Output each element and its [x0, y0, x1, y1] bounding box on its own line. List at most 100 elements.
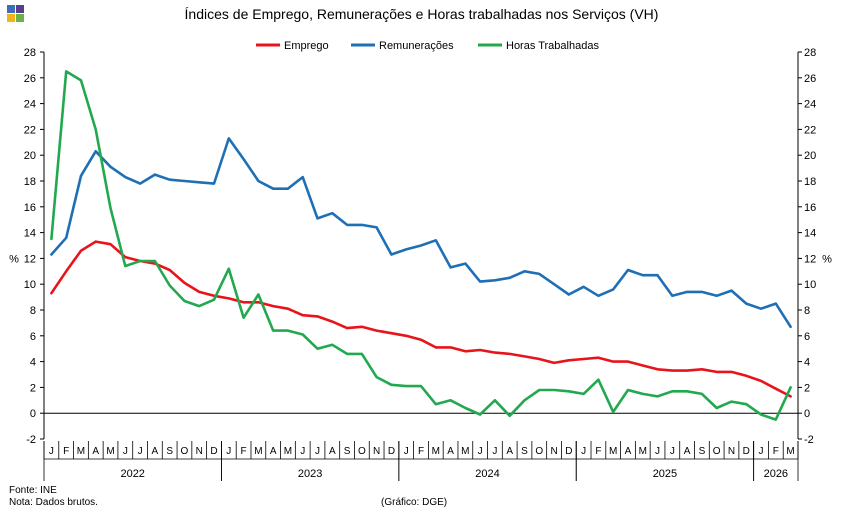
month-label: F	[63, 446, 69, 457]
month-label: M	[786, 446, 794, 457]
month-label: M	[609, 446, 617, 457]
month-label: N	[373, 446, 380, 457]
y-tick-label-left: 16	[24, 202, 36, 214]
month-label: M	[254, 446, 262, 457]
year-label: 2024	[475, 468, 499, 480]
month-label: J	[492, 446, 497, 457]
y-tick-label-right: 14	[804, 228, 816, 240]
y-axis-title-left: %	[9, 253, 19, 265]
month-label: M	[639, 446, 647, 457]
month-label: J	[581, 446, 586, 457]
y-tick-label-left: -2	[26, 434, 36, 446]
month-label: F	[241, 446, 247, 457]
logo-square-4	[16, 14, 24, 22]
month-label: A	[329, 446, 336, 457]
legend-label-remuneracoes: Remunerações	[379, 40, 454, 52]
source-note: Fonte: INE	[9, 485, 57, 496]
y-tick-label-left: 6	[30, 331, 36, 343]
y-tick-label-right: 8	[804, 305, 810, 317]
y-tick-label-left: 14	[24, 228, 36, 240]
month-label: A	[447, 446, 454, 457]
month-label: J	[49, 446, 54, 457]
month-label: A	[625, 446, 632, 457]
month-label: A	[270, 446, 277, 457]
month-label: J	[404, 446, 409, 457]
y-tick-label-right: 0	[804, 408, 810, 420]
chart-credit: (Gráfico: DGE)	[381, 497, 448, 508]
chart-title: Índices de Emprego, Remunerações e Horas…	[184, 6, 659, 22]
y-tick-label-right: 16	[804, 202, 816, 214]
y-tick-label-left: 2	[30, 382, 36, 394]
month-label: D	[743, 446, 750, 457]
y-tick-label-left: 8	[30, 305, 36, 317]
month-label: D	[565, 446, 572, 457]
y-tick-label-left: 10	[24, 279, 36, 291]
month-label: S	[344, 446, 351, 457]
legend-label-horas: Horas Trabalhadas	[506, 40, 599, 52]
logo-square-1	[7, 5, 15, 13]
month-label: S	[521, 446, 528, 457]
month-label: D	[388, 446, 395, 457]
month-label: J	[759, 446, 764, 457]
y-tick-label-left: 22	[24, 124, 36, 136]
y-tick-label-left: 18	[24, 176, 36, 188]
y-tick-label-right: 22	[804, 124, 816, 136]
year-label: 2023	[298, 468, 322, 480]
y-tick-label-right: 6	[804, 331, 810, 343]
series-line-horas	[50, 70, 792, 421]
month-label: J	[670, 446, 675, 457]
month-label: A	[684, 446, 691, 457]
month-label: O	[358, 446, 366, 457]
month-label: J	[123, 446, 128, 457]
y-tick-label-right: 10	[804, 279, 816, 291]
month-label: F	[595, 446, 601, 457]
y-tick-label-right: 4	[804, 357, 810, 369]
month-label: A	[506, 446, 513, 457]
month-label: M	[461, 446, 469, 457]
month-label: A	[152, 446, 159, 457]
legend-label-emprego: Emprego	[284, 40, 329, 52]
series-line-remuneracoes	[50, 137, 792, 329]
y-tick-label-right: 18	[804, 176, 816, 188]
y-tick-label-right: 2	[804, 382, 810, 394]
logo	[7, 5, 25, 23]
month-label: M	[284, 446, 292, 457]
month-label: N	[196, 446, 203, 457]
month-label: J	[478, 446, 483, 457]
month-label: J	[300, 446, 305, 457]
month-label: N	[550, 446, 557, 457]
month-label: J	[315, 446, 320, 457]
month-label: J	[226, 446, 231, 457]
year-label: 2026	[764, 468, 788, 480]
y-tick-label-left: 26	[24, 73, 36, 85]
month-label: F	[418, 446, 424, 457]
logo-square-3	[7, 14, 15, 22]
y-tick-label-left: 24	[24, 99, 36, 111]
series-line-emprego	[50, 240, 792, 398]
month-label: S	[166, 446, 173, 457]
month-label: N	[728, 446, 735, 457]
y-tick-label-left: 4	[30, 357, 36, 369]
logo-square-2	[16, 5, 24, 13]
y-tick-label-right: 24	[804, 99, 816, 111]
y-tick-label-right: 26	[804, 73, 816, 85]
y-tick-label-left: 0	[30, 408, 36, 420]
year-label: 2022	[120, 468, 144, 480]
y-tick-label-right: -2	[804, 434, 814, 446]
month-label: M	[432, 446, 440, 457]
data-note: Nota: Dados brutos.	[9, 497, 98, 508]
month-label: M	[106, 446, 114, 457]
month-label: J	[138, 446, 143, 457]
month-label: A	[92, 446, 99, 457]
month-label: M	[77, 446, 85, 457]
month-label: J	[655, 446, 660, 457]
month-label: D	[210, 446, 217, 457]
month-label: O	[535, 446, 543, 457]
month-label: O	[713, 446, 721, 457]
y-tick-label-left: 20	[24, 150, 36, 162]
y-axis-title-right: %	[822, 253, 832, 265]
y-tick-label-right: 12	[804, 253, 816, 265]
y-tick-label-left: 28	[24, 47, 36, 59]
month-label: O	[181, 446, 189, 457]
